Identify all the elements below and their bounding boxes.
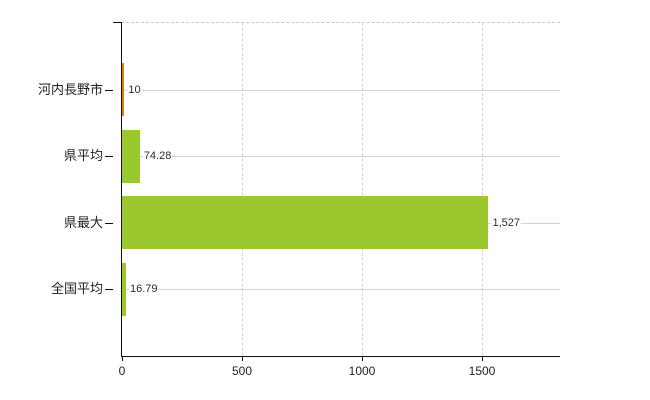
value-label: 74.28: [142, 148, 173, 165]
x-tick-label: 1500: [468, 364, 496, 378]
value-label: 16.79: [129, 281, 159, 298]
value-label: 1,527: [491, 214, 521, 231]
x-axis-tick: [482, 356, 483, 361]
category-label: 全国平均: [50, 281, 103, 297]
x-axis-tick: [362, 356, 363, 361]
category-label: 河内長野市: [37, 81, 103, 97]
x-tick-label: 500: [231, 364, 253, 378]
bar: [122, 129, 140, 183]
value-gridline: [242, 23, 243, 356]
category-gridline: [122, 289, 560, 291]
y-axis-tick: [105, 89, 113, 91]
bar: [122, 63, 125, 117]
bar: [122, 196, 489, 250]
x-tick-label: 1000: [348, 364, 376, 378]
category-gridline: [122, 156, 560, 158]
category-label: 県平均: [63, 148, 103, 164]
category-gridline: [122, 89, 560, 91]
x-tick-label: 0: [118, 364, 126, 378]
y-axis-tick: [105, 156, 113, 158]
x-axis-tick: [242, 356, 243, 361]
y-axis-tick: [105, 222, 113, 224]
x-axis-tick: [122, 356, 123, 361]
plot-area: 0 500 1000 1500 河内長野市 10 県平均 74.28 県最大 1,527 全国平均 1…: [38, 22, 560, 378]
value-label: 10: [127, 81, 142, 98]
value-gridline: [482, 23, 483, 356]
value-gridline: [362, 23, 363, 356]
category-label: 県最大: [63, 214, 103, 230]
y-axis-tick: [105, 289, 113, 291]
y-axis-end-tick: [113, 22, 122, 23]
bar: [122, 262, 127, 316]
